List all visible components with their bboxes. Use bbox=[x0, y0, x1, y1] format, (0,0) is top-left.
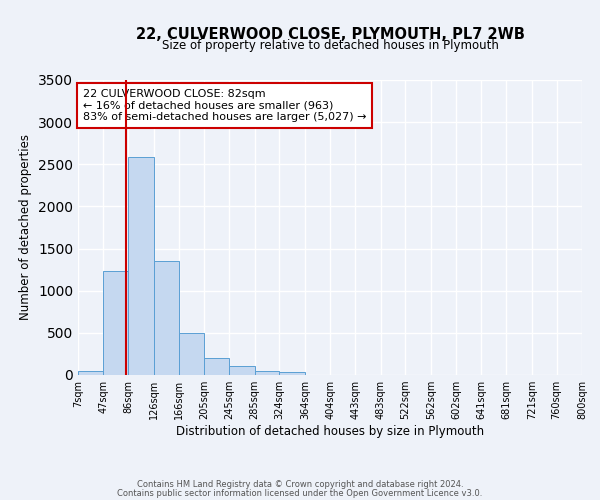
X-axis label: Distribution of detached houses by size in Plymouth: Distribution of detached houses by size … bbox=[176, 425, 484, 438]
Bar bbox=[254, 371, 280, 375]
Bar bbox=[204, 358, 229, 375]
Text: Contains public sector information licensed under the Open Government Licence v3: Contains public sector information licen… bbox=[118, 490, 482, 498]
Title: Size of property relative to detached houses in Plymouth: Size of property relative to detached ho… bbox=[161, 40, 499, 52]
Bar bbox=[154, 261, 179, 375]
Bar bbox=[229, 366, 254, 375]
Y-axis label: Number of detached properties: Number of detached properties bbox=[19, 134, 32, 320]
Text: 22, CULVERWOOD CLOSE, PLYMOUTH, PL7 2WB: 22, CULVERWOOD CLOSE, PLYMOUTH, PL7 2WB bbox=[136, 26, 524, 42]
Text: 22 CULVERWOOD CLOSE: 82sqm
← 16% of detached houses are smaller (963)
83% of sem: 22 CULVERWOOD CLOSE: 82sqm ← 16% of deta… bbox=[83, 89, 367, 122]
Bar bbox=[179, 333, 204, 375]
Bar bbox=[280, 372, 305, 375]
Text: Contains HM Land Registry data © Crown copyright and database right 2024.: Contains HM Land Registry data © Crown c… bbox=[137, 480, 463, 489]
Bar bbox=[78, 371, 103, 375]
Bar bbox=[103, 272, 128, 375]
Bar bbox=[128, 156, 154, 375]
